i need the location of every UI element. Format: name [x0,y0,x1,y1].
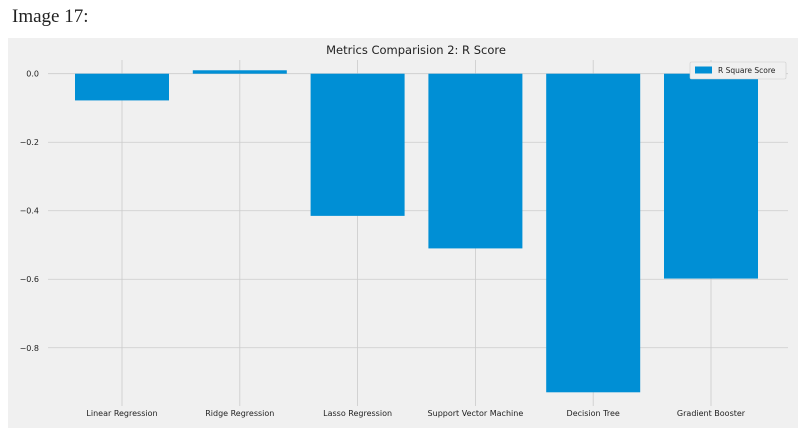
bar-ridge-regression [192,70,287,74]
bar-lasso-regression [310,73,405,216]
legend-label: R Square Score [718,66,776,75]
bar-layer [75,70,758,393]
legend: R Square Score [689,61,787,80]
x-tick-labels: Linear Regression Ridge Regression Lasso R… [86,409,745,418]
bar-decision-tree [546,73,641,393]
legend-swatch [695,66,712,74]
legend-box [689,61,787,80]
x-tick-label: Gradient Booster [677,409,746,418]
chart-figure: Metrics Comparision 2: R Score 0.0 −0.2 −0… [8,38,798,428]
y-tick-label: 0.0 [26,70,39,79]
x-tick-label: Ridge Regression [205,409,274,418]
image-caption: Image 17: [12,6,89,27]
x-tick-label: Decision Tree [567,409,620,418]
bar-linear-regression [75,73,169,101]
y-tick-label: −0.4 [20,207,39,216]
chart: Metrics Comparision 2: R Score 0.0 −0.2 −0… [8,38,798,428]
y-tick-label: −0.6 [20,275,39,284]
y-tick-label: −0.2 [20,138,39,147]
bar-gradient-booster [664,73,758,279]
y-tick-labels: 0.0 −0.2 −0.4 −0.6 −0.8 [20,70,39,353]
x-tick-label: Support Vector Machine [428,409,524,418]
bar-support-vector-machine [428,73,523,249]
x-tick-label: Linear Regression [86,409,157,418]
x-tick-label: Lasso Regression [323,409,392,418]
chart-title: Metrics Comparision 2: R Score [326,43,506,57]
y-tick-label: −0.8 [20,344,39,353]
